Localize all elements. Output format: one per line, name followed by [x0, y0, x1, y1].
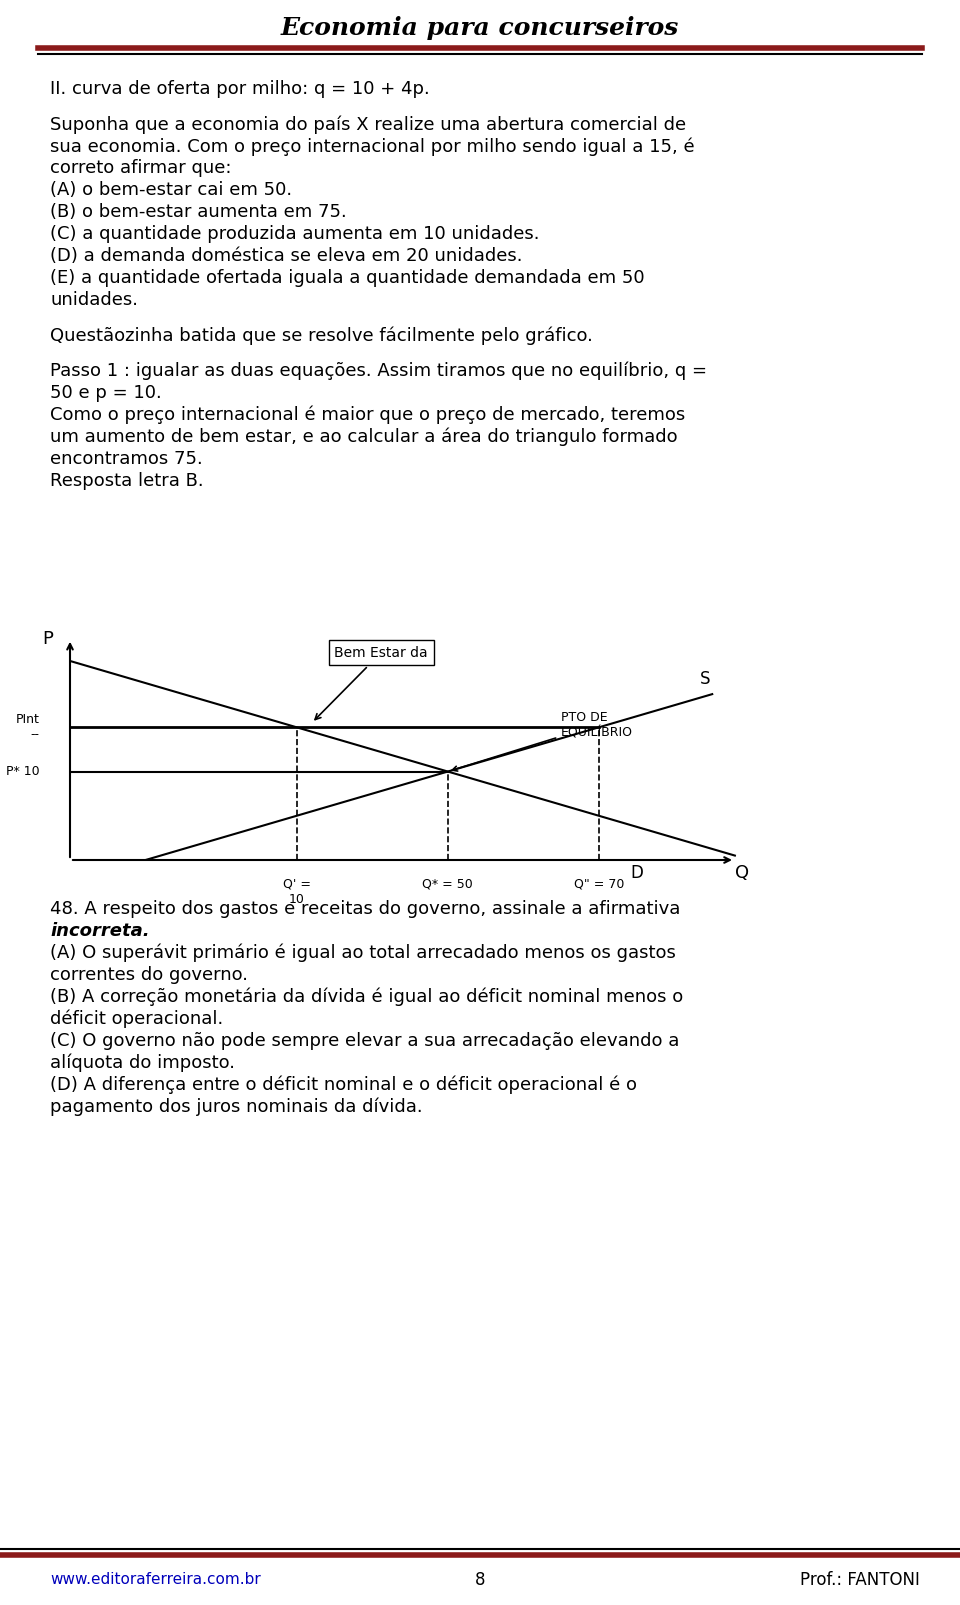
Text: (D) A diferença entre o déficit nominal e o déficit operacional é o: (D) A diferença entre o déficit nominal …	[50, 1075, 637, 1095]
Text: Q* = 50: Q* = 50	[422, 878, 473, 891]
Text: (D) a demanda doméstica se eleva em 20 unidades.: (D) a demanda doméstica se eleva em 20 u…	[50, 247, 522, 265]
Text: Q: Q	[735, 863, 750, 883]
Text: P* 10: P* 10	[6, 766, 39, 778]
Text: unidades.: unidades.	[50, 291, 138, 310]
Text: um aumento de bem estar, e ao calcular a área do triangulo formado: um aumento de bem estar, e ao calcular a…	[50, 427, 678, 446]
Text: Q" = 70: Q" = 70	[574, 878, 624, 891]
Text: sua economia. Com o preço internacional por milho sendo igual a 15, é: sua economia. Com o preço internacional …	[50, 136, 695, 156]
Text: S: S	[700, 669, 709, 687]
Text: Como o preço internacional é maior que o preço de mercado, teremos: Como o preço internacional é maior que o…	[50, 406, 685, 424]
Text: Resposta letra B.: Resposta letra B.	[50, 472, 204, 490]
Text: (A) o bem-estar cai em 50.: (A) o bem-estar cai em 50.	[50, 181, 292, 199]
Text: www.editoraferreira.com.br: www.editoraferreira.com.br	[50, 1573, 261, 1587]
Text: (C) O governo não pode sempre elevar a sua arrecadação elevando a: (C) O governo não pode sempre elevar a s…	[50, 1032, 680, 1050]
Text: correto afirmar que:: correto afirmar que:	[50, 159, 231, 177]
Text: correntes do governo.: correntes do governo.	[50, 966, 248, 984]
Text: PTO DE
EQUILÍBRIO: PTO DE EQUILÍBRIO	[452, 711, 633, 770]
Text: 8: 8	[475, 1571, 485, 1589]
Text: pagamento dos juros nominais da dívida.: pagamento dos juros nominais da dívida.	[50, 1098, 422, 1117]
Text: déficit operacional.: déficit operacional.	[50, 1010, 224, 1029]
Text: Passo 1 : igualar as duas equações. Assim tiramos que no equilíbrio, q =: Passo 1 : igualar as duas equações. Assi…	[50, 361, 707, 380]
Text: (B) o bem-estar aumenta em 75.: (B) o bem-estar aumenta em 75.	[50, 204, 347, 221]
Text: P: P	[42, 629, 53, 648]
Text: 48. A respeito dos gastos e receitas do governo, assinale a afirmativa: 48. A respeito dos gastos e receitas do …	[50, 900, 681, 918]
Text: Questãozinha batida que se resolve fácilmente pelo gráfico.: Questãozinha batida que se resolve fácil…	[50, 326, 593, 345]
Text: Prof.: FANTONI: Prof.: FANTONI	[800, 1571, 920, 1589]
Text: Suponha que a economia do país X realize uma abertura comercial de: Suponha que a economia do país X realize…	[50, 116, 686, 133]
Text: (E) a quantidade ofertada iguala a quantidade demandada em 50: (E) a quantidade ofertada iguala a quant…	[50, 270, 644, 287]
Text: 50 e p = 10.: 50 e p = 10.	[50, 384, 161, 401]
Text: (B) A correção monetária da dívida é igual ao déficit nominal menos o: (B) A correção monetária da dívida é igu…	[50, 989, 684, 1006]
Text: encontramos 75.: encontramos 75.	[50, 449, 203, 467]
Text: Q' =
10: Q' = 10	[282, 878, 311, 905]
Text: D: D	[630, 863, 643, 883]
Text: alíquota do imposto.: alíquota do imposto.	[50, 1054, 235, 1072]
Text: PInt
--: PInt --	[16, 713, 39, 742]
Text: (C) a quantidade produzida aumenta em 10 unidades.: (C) a quantidade produzida aumenta em 10…	[50, 225, 540, 244]
Text: Bem Estar da: Bem Estar da	[315, 645, 428, 719]
Text: incorreta.: incorreta.	[50, 921, 150, 941]
Text: Economia para concurseiros: Economia para concurseiros	[281, 16, 679, 40]
Text: (A) O superávit primário é igual ao total arrecadado menos os gastos: (A) O superávit primário é igual ao tota…	[50, 944, 676, 963]
Text: II. curva de oferta por milho: q = 10 + 4p.: II. curva de oferta por milho: q = 10 + …	[50, 80, 430, 98]
